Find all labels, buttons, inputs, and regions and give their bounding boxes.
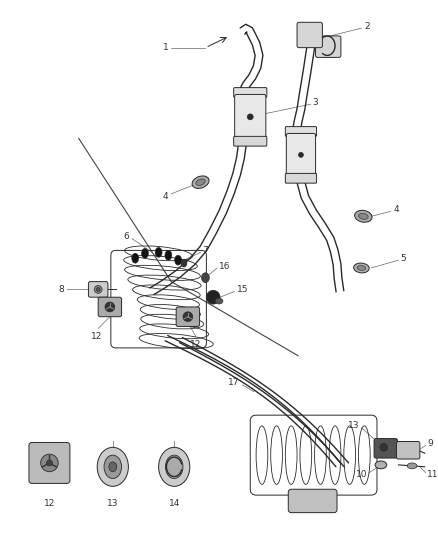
FancyBboxPatch shape [234,136,267,146]
Ellipse shape [407,463,417,469]
Ellipse shape [94,286,102,293]
Ellipse shape [159,447,190,486]
Text: 2: 2 [364,22,370,31]
FancyBboxPatch shape [234,87,267,98]
Text: 8: 8 [58,285,64,294]
Ellipse shape [375,461,387,469]
Text: 4: 4 [394,205,399,214]
Text: 3: 3 [313,98,318,107]
Text: 12: 12 [91,332,102,341]
Text: 1: 1 [162,43,168,52]
Ellipse shape [359,213,368,219]
Ellipse shape [132,253,139,263]
Text: 12: 12 [190,340,201,349]
Text: 14: 14 [169,499,180,508]
Text: 17: 17 [228,377,240,386]
Ellipse shape [183,312,193,321]
Ellipse shape [357,265,366,270]
FancyBboxPatch shape [29,442,70,483]
FancyBboxPatch shape [176,307,200,326]
Ellipse shape [215,298,223,304]
Text: 13: 13 [348,422,360,430]
Text: 12: 12 [44,499,55,508]
Ellipse shape [165,251,172,260]
Ellipse shape [181,259,187,267]
Ellipse shape [206,290,220,304]
Ellipse shape [299,152,304,157]
Text: 5: 5 [400,254,406,263]
Text: 4: 4 [163,192,168,201]
Text: 16: 16 [219,262,230,271]
Ellipse shape [201,273,209,282]
Ellipse shape [46,460,53,466]
Ellipse shape [196,179,205,185]
Ellipse shape [192,176,209,189]
Text: 10: 10 [356,470,367,479]
Text: 13: 13 [107,499,119,508]
FancyBboxPatch shape [98,297,122,317]
FancyBboxPatch shape [315,36,341,58]
Ellipse shape [41,454,58,472]
Ellipse shape [175,255,181,265]
FancyBboxPatch shape [285,173,317,183]
FancyBboxPatch shape [396,441,420,459]
FancyBboxPatch shape [286,133,315,176]
Ellipse shape [166,455,183,479]
Ellipse shape [380,443,388,451]
FancyBboxPatch shape [235,94,266,139]
FancyBboxPatch shape [88,281,108,297]
FancyBboxPatch shape [285,127,317,136]
Ellipse shape [109,462,117,472]
Text: 15: 15 [237,285,248,294]
Ellipse shape [155,247,162,257]
Ellipse shape [247,114,253,120]
FancyBboxPatch shape [374,439,397,458]
Ellipse shape [105,302,115,312]
Text: 7: 7 [202,246,208,255]
Ellipse shape [96,287,100,292]
Ellipse shape [97,447,128,486]
Ellipse shape [104,455,122,479]
Ellipse shape [353,263,369,273]
Text: 11: 11 [427,470,438,479]
Ellipse shape [141,248,148,258]
FancyBboxPatch shape [288,489,337,513]
Ellipse shape [355,211,372,222]
Text: 9: 9 [427,439,434,448]
Text: 6: 6 [124,232,129,241]
FancyBboxPatch shape [297,22,322,47]
